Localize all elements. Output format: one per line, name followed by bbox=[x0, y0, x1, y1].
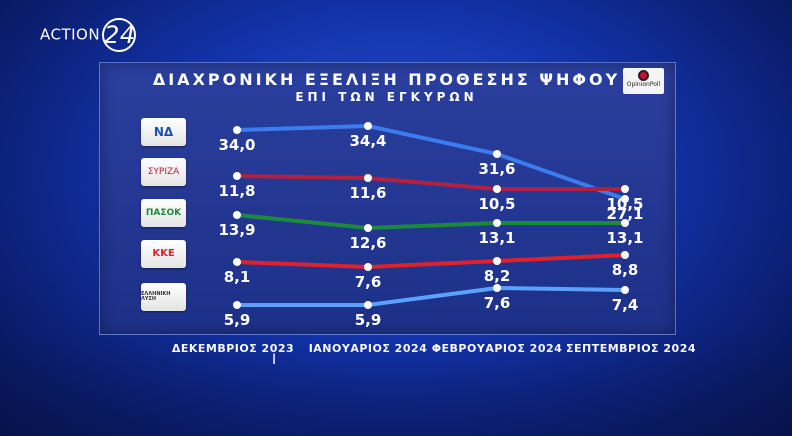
data-point bbox=[364, 263, 372, 271]
channel-number: 24 bbox=[102, 18, 137, 52]
text-cursor-icon: I bbox=[272, 352, 277, 368]
floor-reflection bbox=[0, 340, 792, 436]
data-label: 7,6 bbox=[355, 273, 382, 291]
data-point bbox=[364, 224, 372, 232]
data-label: 5,9 bbox=[224, 311, 251, 329]
series-line bbox=[235, 253, 627, 269]
data-point bbox=[233, 211, 241, 219]
data-point bbox=[233, 126, 241, 134]
chart-subtitle: ΕΠΙ ΤΩΝ ΕΓΚΥΡΩΝ bbox=[295, 90, 478, 104]
data-label: 13,1 bbox=[478, 229, 515, 247]
x-tick-label: ΙΑΝΟΥΑΡΙΟΣ 2024 bbox=[309, 342, 428, 355]
party-logo-text: ΠΑΣΟΚ bbox=[145, 208, 182, 218]
data-label: 11,8 bbox=[218, 182, 255, 200]
x-tick-label: ΣΕΠΤΕΜΒΡΙΟΣ 2024 bbox=[566, 342, 696, 355]
data-point bbox=[493, 257, 501, 265]
channel-name: ACTION bbox=[40, 25, 101, 44]
party-logo-text: ΝΔ bbox=[153, 125, 174, 139]
party-logo-nd: ΝΔ bbox=[141, 118, 186, 146]
data-label: 5,9 bbox=[355, 311, 382, 329]
party-logo-text: ΚΚΕ bbox=[152, 248, 175, 259]
series-line bbox=[235, 286, 627, 307]
data-point bbox=[493, 185, 501, 193]
data-label: 11,6 bbox=[349, 184, 386, 202]
data-label: 8,2 bbox=[484, 267, 511, 285]
data-label: 7,6 bbox=[484, 294, 511, 312]
data-label: 27,1 bbox=[606, 205, 643, 223]
party-logo-syriza: ΣΥΡΙΖΑ bbox=[141, 158, 186, 186]
data-point bbox=[493, 150, 501, 158]
data-label: 10,5 bbox=[478, 195, 515, 213]
pollster-name: OpinionPoll bbox=[626, 81, 661, 88]
pollster-icon bbox=[638, 70, 649, 81]
data-point bbox=[493, 219, 501, 227]
party-logo-text: ΣΥΡΙΖΑ bbox=[147, 167, 180, 177]
data-point bbox=[233, 301, 241, 309]
data-label: 34,0 bbox=[218, 136, 255, 154]
party-logo-elliniki-lysi: ΕΛΛΗΝΙΚΗ ΛΥΣΗ bbox=[141, 283, 186, 311]
data-point bbox=[364, 174, 372, 182]
data-label: 8,8 bbox=[612, 261, 639, 279]
data-point bbox=[364, 301, 372, 309]
data-label: 13,9 bbox=[218, 221, 255, 239]
data-label: 34,4 bbox=[349, 132, 386, 150]
data-point bbox=[493, 284, 501, 292]
pollster-logo: OpinionPoll bbox=[623, 68, 664, 94]
series-line bbox=[235, 213, 627, 230]
data-point bbox=[621, 195, 629, 203]
data-point bbox=[233, 172, 241, 180]
party-logo-kke: ΚΚΕ bbox=[141, 240, 186, 268]
series-line bbox=[235, 124, 627, 201]
x-tick-label: ΦΕΒΡΟΥΑΡΙΟΣ 2024 bbox=[432, 342, 563, 355]
data-point bbox=[621, 185, 629, 193]
data-label: 12,6 bbox=[349, 234, 386, 252]
x-tick-label: ΔΕΚΕΜΒΡΙΟΣ 2023 bbox=[172, 342, 294, 355]
data-label: 31,6 bbox=[478, 160, 515, 178]
party-logo-text: ΕΛΛΗΝΙΚΗ ΛΥΣΗ bbox=[141, 291, 171, 302]
data-label: 7,4 bbox=[612, 296, 639, 314]
party-logo-pasok: ΠΑΣΟΚ bbox=[141, 199, 186, 227]
data-point bbox=[621, 286, 629, 294]
series-line bbox=[235, 174, 627, 191]
data-label: 8,1 bbox=[224, 268, 251, 286]
data-point bbox=[233, 258, 241, 266]
data-point bbox=[364, 122, 372, 130]
data-point bbox=[621, 251, 629, 259]
chart-title: ΔΙΑΧΡΟΝΙΚΗ ΕΞΕΛΙΞΗ ΠΡΟΘΕΣΗΣ ΨΗΦΟΥ bbox=[152, 70, 621, 89]
data-point bbox=[621, 219, 629, 227]
data-label: 10,5 bbox=[606, 195, 643, 213]
data-label: 13,1 bbox=[606, 229, 643, 247]
channel-logo: ACTION 24 bbox=[40, 18, 137, 52]
